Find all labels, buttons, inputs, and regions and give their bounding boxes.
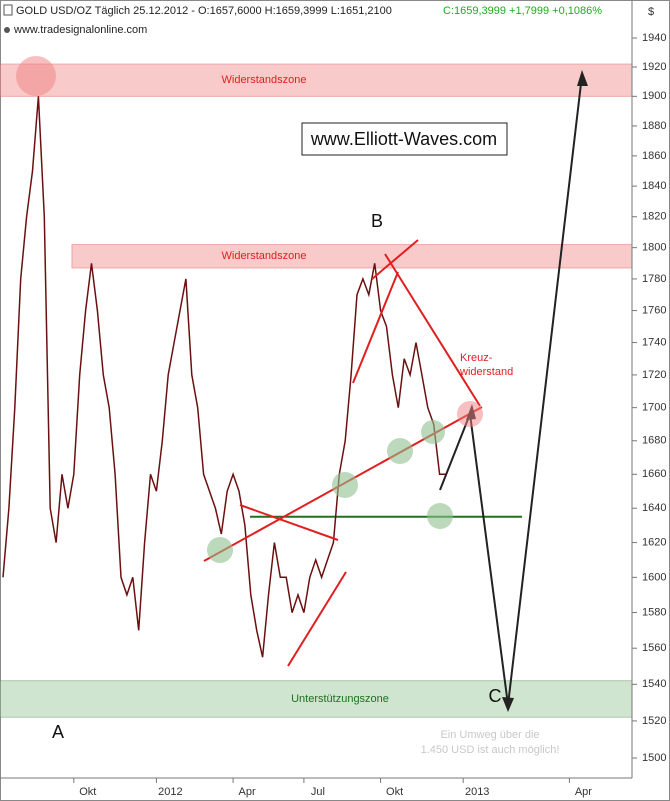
icon [3,4,13,16]
trend-line [384,253,481,407]
y-tick-label: 1820 [642,211,666,223]
y-tick-label: 1540 [642,678,666,690]
x-tick-label: Apr [575,786,592,798]
x-tick-label: 2013 [465,786,489,798]
chart-title: GOLD USD/OZ Täglich 25.12.2012 - O:1657,… [16,5,392,17]
y-tick-label: 1580 [642,606,666,618]
arrow [439,413,471,491]
y-tick-label: 1640 [642,502,666,514]
annotation: 1.450 USD ist auch möglich! [421,744,560,756]
highlight [457,401,483,427]
y-tick-label: 1840 [642,180,666,192]
zone-label: Widerstandszone [222,74,307,86]
y-tick-label: 1700 [642,402,666,414]
highlights [16,56,483,563]
price-line [2,96,446,658]
x-tick-label: Okt [386,786,403,798]
x-tick-label: Apr [239,786,256,798]
x-tick-label: 2012 [158,786,182,798]
y-tick-label: 1720 [642,369,666,381]
arrow-head [502,697,514,712]
annotation: Kreuz- [460,352,493,364]
y-tick-label: 1800 [642,242,666,254]
watermark-box [301,122,508,156]
arrow-head [577,70,588,86]
y-tick-label: 1560 [642,642,666,654]
zone [71,244,633,269]
zone [0,63,633,97]
bullet [4,27,10,33]
wave-label: A [52,722,64,742]
zone-label: Widerstandszone [222,250,307,262]
y-tick-label: 1520 [642,715,666,727]
y-tick-label: 1660 [642,468,666,480]
drawings [203,70,588,712]
x-tick-label: Okt [79,786,96,798]
highlight [16,56,56,96]
highlight [421,420,445,444]
trend-line [287,571,347,667]
wave-label: B [371,211,383,231]
y-tick-label: 1880 [642,120,666,132]
highlight [387,438,413,464]
y-tick-label: 1620 [642,536,666,548]
highlight [427,503,453,529]
watermark: www.Elliott-Waves.com [310,129,497,149]
y-tick-label: 1740 [642,336,666,348]
highlight [207,537,233,563]
wave-label: C [489,686,502,706]
zone [0,680,633,718]
chart-subtitle: C:1659,3999 +1,7999 +0,1086% [443,5,602,17]
trend-line [239,504,339,541]
y-tick-label: 1680 [642,435,666,447]
y-tick-label: 1760 [642,304,666,316]
y-tick-label: 1920 [642,61,666,73]
y-unit: $ [648,6,654,18]
x-tick-label: Jul [311,786,325,798]
y-tick-label: 1900 [642,90,666,102]
y-tick-label: 1500 [642,752,666,764]
annotation: widerstand [459,366,513,378]
annotation: Ein Umweg über die [440,729,539,741]
y-tick-label: 1600 [642,571,666,583]
y-tick-label: 1860 [642,150,666,162]
zone-label: Unterstützungszone [291,693,389,705]
y-tick-label: 1780 [642,273,666,285]
y-tick-label: 1940 [642,32,666,44]
highlight [332,472,358,498]
trend-line [371,239,419,280]
trend-line [352,271,399,384]
source: www.tradesignalonline.com [13,24,147,36]
